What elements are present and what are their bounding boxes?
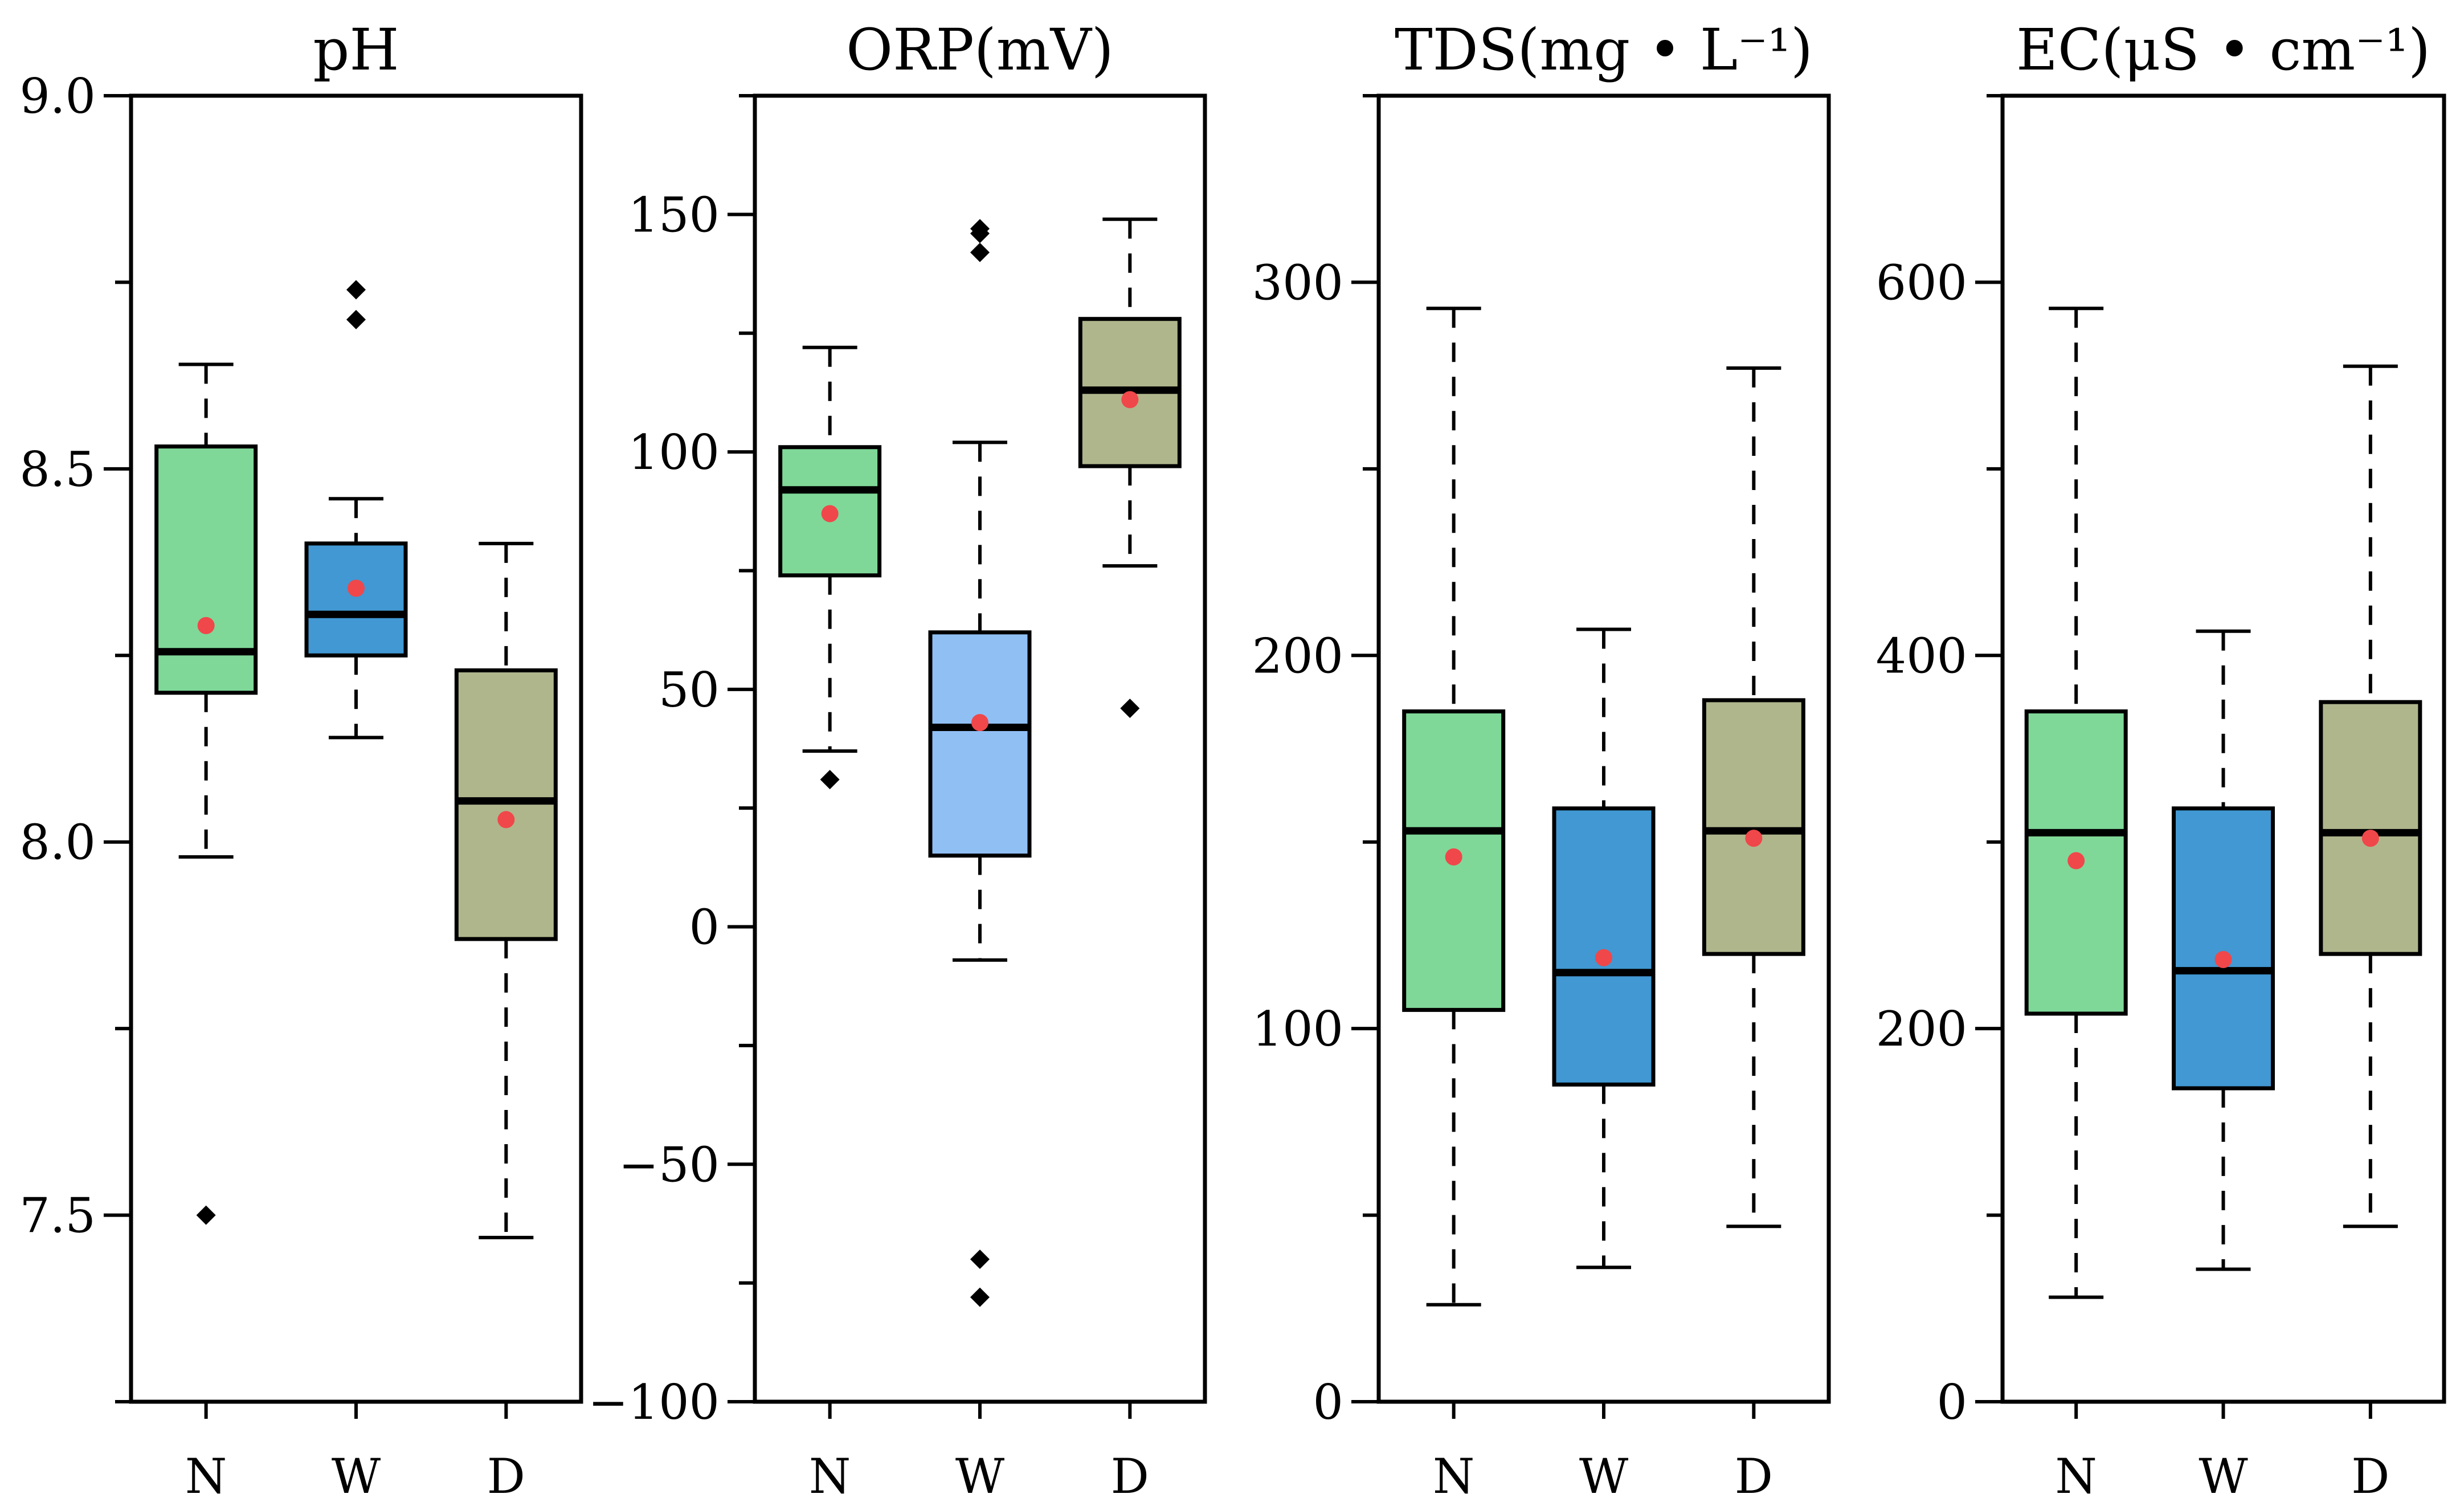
y-tick-label: 100 xyxy=(1252,1001,1343,1057)
panel-4: EC(μS • cm⁻¹) 0 200 400 600 N W D xyxy=(1876,17,2446,1502)
x-tick-label-d: D xyxy=(2351,1448,2389,1502)
mean-point xyxy=(2067,852,2085,870)
mean-point xyxy=(2361,830,2379,847)
box-d xyxy=(2319,364,2422,1228)
iqr-box xyxy=(2172,806,2275,1091)
box-d xyxy=(1702,366,1805,1228)
x-tick-label-n: N xyxy=(185,1448,227,1502)
y-tick-label: −100 xyxy=(588,1374,720,1430)
box-n xyxy=(778,345,882,790)
box-d xyxy=(1078,217,1182,719)
box-n xyxy=(154,362,258,1225)
iqr-box xyxy=(1702,698,1805,956)
outlier-point xyxy=(970,219,990,239)
x-tick-label-w: W xyxy=(1579,1448,1629,1502)
panel-1: pH 7.5 8.0 8.5 9.0 N W D xyxy=(19,17,583,1502)
iqr-box xyxy=(304,541,408,658)
outlier-point xyxy=(196,1205,216,1225)
box-n xyxy=(1402,307,1506,1307)
panel-title: EC(μS • cm⁻¹) xyxy=(2016,17,2430,83)
x-tick-label-n: N xyxy=(1433,1448,1475,1502)
outlier-point xyxy=(820,770,840,790)
mean-point xyxy=(197,617,215,634)
box-n xyxy=(2024,307,2128,1299)
box-w xyxy=(304,280,408,740)
panel-title: TDS(mg • L⁻¹) xyxy=(1395,17,1813,83)
y-tick-label: 8.0 xyxy=(19,815,96,871)
outlier-point xyxy=(346,280,366,300)
iqr-box xyxy=(454,668,558,941)
x-tick-label-d: D xyxy=(487,1448,525,1502)
y-tick-label: 0 xyxy=(1937,1374,1967,1430)
y-tick-label: 200 xyxy=(1252,628,1343,684)
mean-point xyxy=(821,505,839,523)
y-tick-label: 150 xyxy=(628,187,720,243)
mean-point xyxy=(1745,830,1763,847)
panel-title: pH xyxy=(313,17,399,83)
x-tick-label-w: W xyxy=(2199,1448,2248,1502)
outlier-point xyxy=(970,1249,990,1269)
y-tick-label: 0 xyxy=(689,900,720,956)
outlier-point xyxy=(1120,699,1140,719)
outlier-point xyxy=(970,243,990,263)
mean-point xyxy=(971,714,988,732)
y-tick-label: 400 xyxy=(1876,628,1967,684)
box-w xyxy=(928,219,1032,1307)
x-tick-label-w: W xyxy=(955,1448,1005,1502)
iqr-box xyxy=(928,630,1032,858)
y-tick-label: 100 xyxy=(628,425,720,480)
y-tick-label: 7.5 xyxy=(19,1188,96,1244)
box-d xyxy=(454,541,558,1239)
y-tick-label: 600 xyxy=(1876,255,1967,311)
x-tick-label-d: D xyxy=(1735,1448,1773,1502)
iqr-box xyxy=(154,444,258,695)
panel-2: ORP(mV) −100 −50 0 50 100 150 N W D xyxy=(588,17,1207,1502)
x-tick-label-n: N xyxy=(809,1448,851,1502)
y-tick-label: 0 xyxy=(1313,1374,1343,1430)
mean-point xyxy=(497,811,515,828)
mean-point xyxy=(1121,391,1139,409)
panel-title: ORP(mV) xyxy=(846,17,1114,83)
mean-point xyxy=(1595,949,1612,966)
mean-point xyxy=(1445,848,1462,866)
box-w xyxy=(2172,629,2275,1271)
iqr-box xyxy=(2319,700,2422,956)
y-tick-label: 50 xyxy=(659,662,720,718)
y-tick-label: −50 xyxy=(619,1137,720,1193)
mean-point xyxy=(2214,950,2232,968)
y-tick-label: 300 xyxy=(1252,255,1343,311)
box-w xyxy=(1552,627,1656,1270)
outlier-point xyxy=(346,309,366,329)
y-tick-label: 8.5 xyxy=(19,442,96,497)
outlier-point xyxy=(970,1287,990,1307)
x-tick-label-w: W xyxy=(332,1448,381,1502)
mean-point xyxy=(348,579,365,597)
iqr-box xyxy=(1552,806,1656,1087)
x-tick-label-d: D xyxy=(1111,1448,1149,1502)
x-tick-label-n: N xyxy=(2055,1448,2097,1502)
panel-3: TDS(mg • L⁻¹) 0 100 200 300 N W D xyxy=(1252,17,1831,1502)
y-tick-label: 9.0 xyxy=(19,68,96,124)
y-tick-label: 200 xyxy=(1876,1001,1967,1057)
